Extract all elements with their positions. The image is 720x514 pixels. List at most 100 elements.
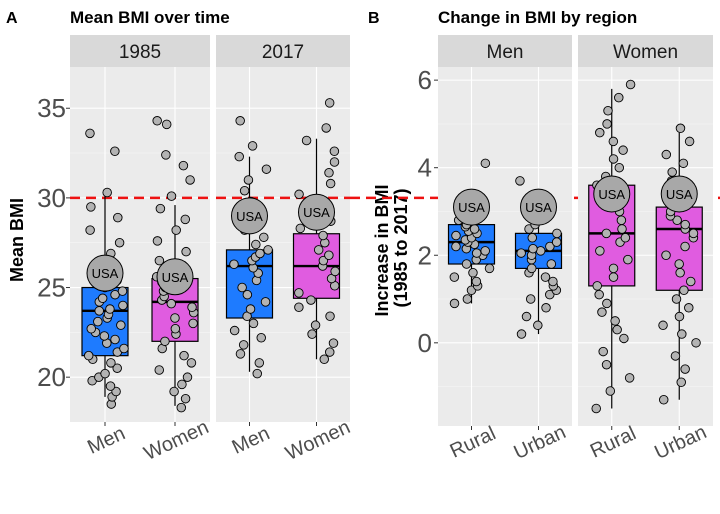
facet-strip-label: 2017 bbox=[262, 42, 304, 63]
data-point bbox=[102, 187, 112, 198]
data-point bbox=[625, 79, 636, 90]
box-women: USA bbox=[292, 98, 341, 364]
data-point bbox=[462, 294, 473, 304]
box-rural: USA bbox=[588, 79, 636, 414]
data-point bbox=[471, 276, 482, 287]
data-point bbox=[605, 386, 616, 396]
y-tick-label: 25 bbox=[37, 273, 66, 303]
data-point bbox=[321, 123, 331, 133]
data-point bbox=[86, 324, 97, 334]
box-men: USA bbox=[225, 116, 274, 379]
data-point bbox=[155, 203, 166, 214]
data-point bbox=[691, 338, 701, 348]
facet-strip bbox=[70, 35, 210, 67]
data-point bbox=[105, 381, 116, 391]
data-point bbox=[256, 332, 266, 343]
usa-marker bbox=[593, 175, 631, 213]
data-point bbox=[480, 158, 491, 169]
data-point bbox=[617, 224, 627, 234]
data-point bbox=[592, 281, 602, 291]
usa-marker bbox=[520, 188, 557, 226]
usa-label: USA bbox=[525, 200, 552, 215]
data-point bbox=[235, 349, 246, 359]
data-point bbox=[97, 293, 108, 304]
panel-b-y-axis-title-line2: (1985 to 2017) bbox=[391, 188, 411, 307]
data-point bbox=[93, 316, 103, 327]
box-urban: USA bbox=[514, 176, 563, 339]
data-point bbox=[449, 298, 460, 309]
data-point bbox=[624, 373, 635, 383]
data-point bbox=[86, 202, 96, 212]
data-point bbox=[614, 162, 625, 173]
data-point bbox=[295, 223, 306, 234]
data-point bbox=[259, 232, 269, 243]
data-point bbox=[325, 311, 335, 321]
data-point bbox=[99, 331, 110, 341]
data-point bbox=[160, 336, 170, 347]
panel-b-y-axis-title: Increase in BMI (1985 to 2017) bbox=[372, 179, 411, 316]
data-point bbox=[667, 167, 677, 177]
data-point bbox=[188, 318, 198, 329]
data-point bbox=[614, 92, 624, 103]
data-point bbox=[603, 106, 613, 116]
data-point bbox=[535, 246, 546, 256]
data-point bbox=[301, 135, 312, 146]
data-point bbox=[552, 228, 562, 239]
data-point bbox=[152, 236, 163, 246]
data-point bbox=[526, 263, 537, 274]
data-point bbox=[618, 145, 628, 155]
facet-strip-label: Men bbox=[487, 42, 524, 63]
data-point bbox=[598, 346, 608, 357]
data-point bbox=[171, 225, 181, 235]
data-point bbox=[528, 243, 538, 254]
data-point bbox=[112, 363, 122, 373]
panel-b-tag: B bbox=[368, 10, 380, 27]
usa-marker bbox=[453, 188, 490, 226]
usa-marker bbox=[298, 193, 335, 231]
data-point bbox=[243, 175, 254, 185]
data-point bbox=[161, 150, 171, 160]
data-point bbox=[545, 289, 555, 300]
data-point bbox=[684, 303, 694, 313]
data-point bbox=[113, 212, 123, 223]
data-point bbox=[595, 246, 605, 256]
data-point bbox=[677, 329, 687, 339]
y-tick-label: 2 bbox=[418, 240, 432, 270]
data-point bbox=[319, 354, 330, 364]
y-tick-label: 6 bbox=[418, 65, 432, 95]
data-point bbox=[166, 298, 177, 309]
data-point bbox=[245, 304, 256, 314]
data-point bbox=[182, 372, 193, 382]
data-point bbox=[684, 136, 695, 147]
data-point bbox=[176, 402, 187, 413]
y-tick-label: 35 bbox=[37, 93, 66, 123]
data-point bbox=[594, 289, 604, 300]
data-point bbox=[85, 225, 95, 235]
data-point bbox=[161, 119, 172, 130]
data-point bbox=[310, 320, 321, 330]
data-point bbox=[177, 379, 187, 390]
data-point bbox=[180, 214, 191, 225]
data-point bbox=[252, 368, 262, 379]
panel-b-y-axis-title-line1: Increase in BMI bbox=[372, 184, 392, 316]
data-point bbox=[551, 237, 562, 247]
chart-1: Men WomenUSARuralUSAUrbanUSARuralUSAUrban… bbox=[418, 35, 713, 464]
data-point bbox=[540, 272, 551, 282]
data-point bbox=[623, 254, 633, 265]
data-point bbox=[119, 343, 129, 354]
data-point bbox=[100, 368, 110, 379]
data-point bbox=[616, 215, 627, 225]
data-point bbox=[480, 246, 490, 256]
data-point bbox=[170, 324, 181, 334]
y-tick-label: 30 bbox=[37, 183, 66, 213]
data-point bbox=[527, 232, 538, 243]
data-point bbox=[235, 116, 245, 126]
panel-a-tag: A bbox=[6, 10, 18, 27]
data-point bbox=[548, 276, 558, 287]
data-point bbox=[601, 228, 612, 239]
data-point bbox=[234, 151, 244, 162]
data-point bbox=[110, 334, 120, 345]
data-point bbox=[595, 127, 605, 138]
data-point bbox=[330, 266, 340, 277]
